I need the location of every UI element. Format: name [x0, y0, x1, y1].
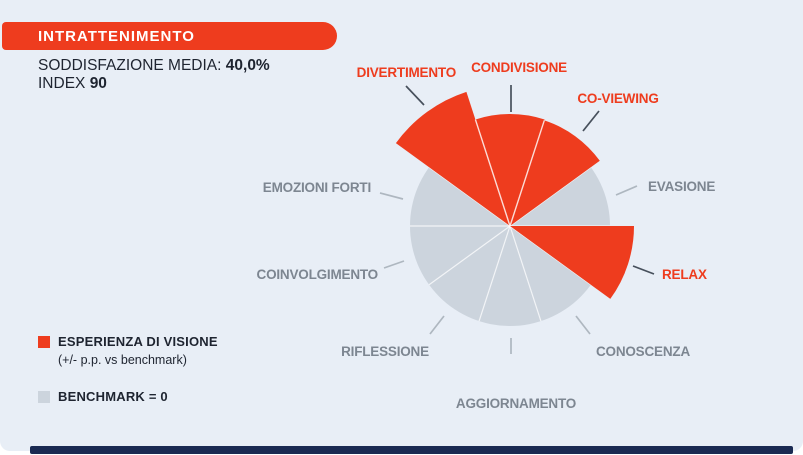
sector-divider [428, 166, 511, 227]
sector-divider [428, 225, 511, 286]
sector-label-condivisione: CONDIVISIONE [471, 60, 567, 75]
index-value: 90 [89, 75, 107, 92]
legend-item-experience: ESPERIENZA DI VISIONE [38, 334, 218, 349]
sector-wedge-co-viewing [510, 120, 600, 226]
sector-divider [478, 225, 511, 322]
sector-wedge-divertimento [395, 91, 510, 227]
sector-label-aggiornamento: AGGIORNAMENTO [456, 396, 576, 411]
sector-tick [615, 185, 638, 196]
benchmark-label: BENCHMARK = 0 [58, 389, 168, 404]
satisfaction-value: 40,0% [225, 57, 270, 74]
kpi-block: SODDISFAZIONE MEDIA: 40,0% INDEX 90 [38, 57, 270, 93]
sector-label-co-viewing: CO-VIEWING [577, 91, 658, 106]
wedge-divider [509, 120, 545, 227]
sector-wedge-condivisione [475, 114, 545, 226]
category-badge-label: INTRATTENIMENTO [38, 27, 195, 45]
sector-tick [632, 265, 655, 275]
sector-divider [509, 225, 542, 322]
legend-item-benchmark: BENCHMARK = 0 [38, 389, 218, 404]
sector-tick [582, 110, 600, 132]
sector-label-relax: RELAX [662, 267, 707, 282]
sector-label-coinvolgimento: COINVOLGIMENTO [257, 267, 378, 282]
chart-legend: ESPERIENZA DI VISIONE (+/- p.p. vs bench… [38, 334, 218, 404]
satisfaction-line: SODDISFAZIONE MEDIA: 40,0% [38, 57, 270, 75]
sector-wedge-relax [510, 226, 634, 299]
satisfaction-label: SODDISFAZIONE MEDIA: [38, 57, 222, 74]
wedge-divider [474, 119, 511, 227]
sector-tick [379, 192, 404, 200]
sector-label-conoscenza: CONOSCENZA [596, 344, 690, 359]
sector-label-divertimento: DIVERTIMENTO [357, 65, 456, 80]
footer-accent-bar [30, 446, 793, 454]
sector-label-riflessione: RIFLESSIONE [341, 344, 429, 359]
experience-swatch [38, 336, 50, 348]
benchmark-swatch [38, 391, 50, 403]
index-line: INDEX 90 [38, 75, 270, 93]
index-label: INDEX [38, 75, 86, 92]
sector-tick [429, 315, 445, 335]
sector-label-evasione: EVASIONE [648, 179, 715, 194]
sector-tick [575, 315, 591, 335]
sector-tick [405, 85, 425, 106]
experience-label: ESPERIENZA DI VISIONE [58, 334, 218, 349]
sector-tick [383, 260, 405, 269]
experience-sublabel: (+/- p.p. vs benchmark) [58, 353, 187, 367]
sector-label-emozioni-forti: EMOZIONI FORTI [263, 180, 371, 195]
category-badge: INTRATTENIMENTO [2, 22, 337, 50]
